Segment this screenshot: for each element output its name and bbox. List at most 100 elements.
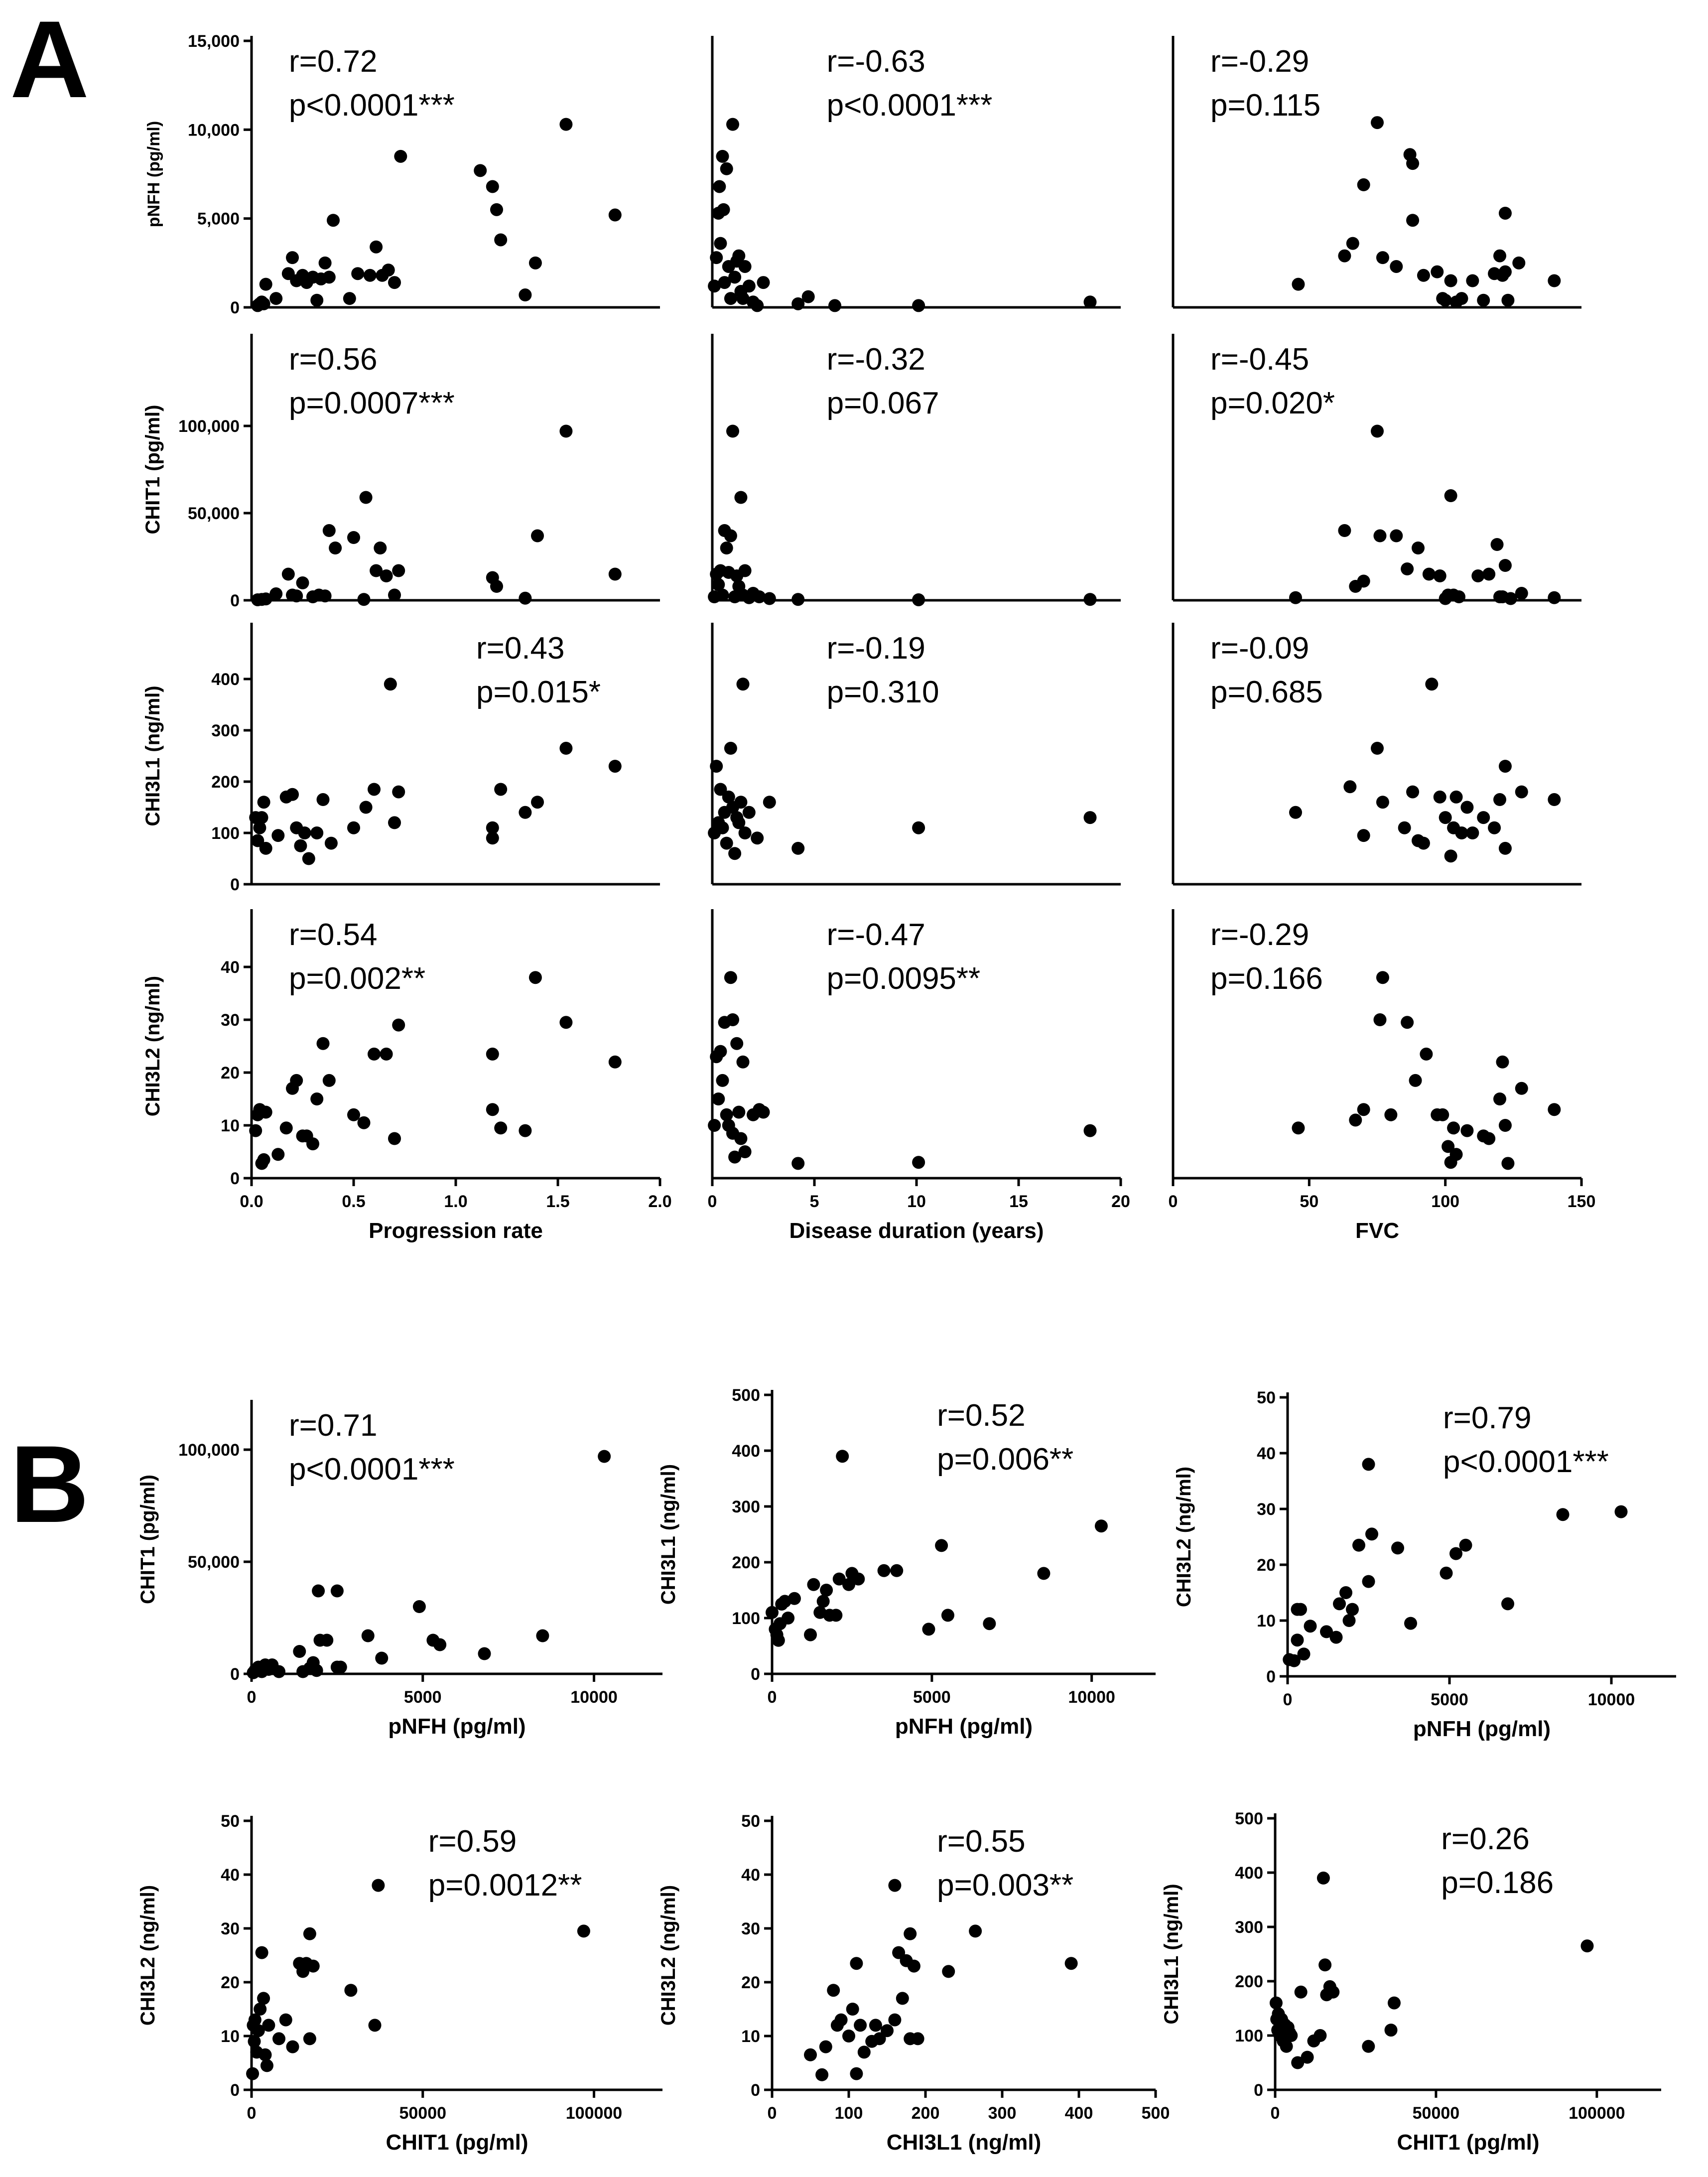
chart-a-r3c2-point — [742, 806, 756, 819]
chart-a-r4c1-xtick-label: 1.0 — [444, 1192, 467, 1211]
chart-a-r4c3-point — [1349, 1113, 1362, 1127]
chart-a-r2c2-point — [734, 491, 748, 504]
chart-a-r4c1-point — [608, 1055, 622, 1069]
chart-a-r4c2-point — [730, 1037, 744, 1050]
chart-b-r1c1-point — [412, 1600, 426, 1613]
chart-a-r1c3-point — [1338, 249, 1351, 263]
chart-a-r3c2-point — [714, 783, 727, 796]
chart-a-r3c1-point — [392, 785, 405, 799]
chart-a-r3c1-point — [388, 816, 401, 829]
chart-a-r4c1-annotation-line: p=0.002** — [289, 961, 425, 996]
chart-a-r4c1-xlabel: Progression rate — [369, 1219, 543, 1243]
chart-b-r2c2-ytick-label: 10 — [741, 2027, 760, 2046]
chart-a-r1c3-point — [1390, 260, 1403, 273]
chart-b-r2c3-point — [1326, 1985, 1340, 1999]
chart-a-r2c1-point — [357, 593, 371, 606]
chart-a-r1c2-point — [728, 271, 742, 284]
chart-a-r3c3-point — [1357, 829, 1370, 842]
chart-a-r2c1-point — [531, 529, 544, 543]
chart-a-r4c2-point — [912, 1156, 925, 1169]
chart-a-r4c1-ylabel: CHI3L2 (ng/ml) — [142, 976, 164, 1116]
chart-b-r1c3-point — [1352, 1538, 1365, 1552]
chart-b-r1c2-ytick-label: 400 — [732, 1442, 760, 1461]
chart-a-r3c3-point — [1477, 811, 1490, 824]
chart-b-r1c1-point — [293, 1645, 306, 1658]
chart-b-r2c1-point — [255, 1946, 268, 1959]
chart-b-r1c3-point — [1501, 1597, 1514, 1611]
chart-a-r3c1-point — [302, 852, 315, 865]
chart-a-r2c1-point — [608, 567, 622, 581]
chart-a-r1c2-point — [717, 203, 730, 216]
chart-b-r2c1-point — [286, 2040, 299, 2053]
chart-b-r2c1-point — [272, 2032, 285, 2045]
chart-b-r1c3-point — [1333, 1597, 1346, 1611]
chart-a-r2c3-point — [1289, 591, 1302, 604]
chart-b-r1c1-xlabel: pNFH (pg/ml) — [388, 1714, 526, 1739]
chart-b-r2c2-ylabel: CHI3L2 (ng/ml) — [657, 1885, 679, 2026]
chart-b-r2c2-point — [869, 2019, 882, 2032]
chart-b-r2c2-point — [896, 1992, 909, 2005]
chart-b-r2c1-point — [577, 1924, 590, 1938]
chart-a-r2c1-point — [388, 588, 401, 602]
chart-a-r2c2-point — [720, 542, 733, 554]
chart-a-r3c1-ylabel: CHI3L1 (ng/ml) — [142, 685, 164, 826]
chart-a-r1c3-annotation-line: p=0.115 — [1210, 88, 1320, 123]
chart-b-r1c2-ytick-label: 500 — [732, 1386, 760, 1405]
chart-a-r4c1-ytick-label: 30 — [221, 1011, 240, 1030]
chart-a-r2c3-point — [1548, 591, 1561, 604]
chart-a-r1c1-point — [286, 251, 299, 265]
chart-a-r4c1-point — [528, 971, 542, 984]
chart-a-r4c2-point — [732, 1105, 746, 1119]
chart-b-r1c3-point — [1556, 1508, 1570, 1521]
chart-a-r4c3-point — [1548, 1103, 1561, 1116]
chart-a-r1c3-point — [1406, 157, 1420, 170]
chart-b-r1c1-point — [320, 1633, 334, 1647]
chart-a-r1c2-point — [724, 292, 737, 305]
chart-a-r1c3-point — [1466, 274, 1479, 287]
chart-a-r2c1-annotation-line: r=0.56 — [289, 342, 378, 377]
chart-a-r4c2-xtick-label: 5 — [810, 1192, 819, 1211]
chart-b-r2c2-point — [942, 1965, 955, 1978]
chart-b-r1c3-ytick-label: 10 — [1257, 1612, 1276, 1631]
chart-b-r2c2-point — [873, 2032, 886, 2045]
chart-a-r1c2-point — [736, 292, 750, 305]
chart-b-r2c3-point — [1318, 1958, 1332, 1972]
chart-b-r1c2-point — [832, 1572, 846, 1586]
chart-b-r1c3-point — [1346, 1603, 1359, 1616]
chart-b-r2c2-point — [888, 2013, 902, 2027]
chart-a-r3c3-point — [1460, 801, 1474, 814]
chart-a-r1c3-point — [1406, 214, 1420, 227]
chart-b-r1c3-ylabel: CHI3L2 (ng/ml) — [1173, 1467, 1195, 1607]
chart-b-r1c1-point — [375, 1651, 389, 1665]
chart-b-r2c3-point — [1294, 1985, 1308, 1999]
chart-b-r1c3-annotation-line: p<0.0001*** — [1443, 1445, 1609, 1479]
chart-a-r3c2-annotation-line: r=-0.19 — [827, 631, 925, 666]
chart-b-r1c3-point — [1297, 1647, 1311, 1661]
chart-a-r4c1-point — [249, 1124, 263, 1137]
chart-b-r1c2-ytick-label: 100 — [732, 1609, 760, 1628]
chart-a-r2c2-point — [716, 588, 729, 602]
chart-a-r1c1-point — [318, 256, 332, 270]
chart-a-r4c1-point — [271, 1148, 285, 1161]
chart-b-r2c3-point — [1285, 2029, 1298, 2042]
chart-a-r3c2-point — [751, 831, 764, 845]
chart-a-r1c2-point — [791, 297, 805, 310]
chart-b-r2c2-point — [892, 1946, 906, 1959]
chart-b-r1c1-annotation-line: p<0.0001*** — [289, 1452, 455, 1487]
chart-a-r2c3-point — [1373, 529, 1387, 543]
chart-b-r1c1-point — [361, 1629, 375, 1642]
chart-a-r3c1-point — [286, 788, 299, 801]
chart-b-r2c2-point — [854, 2019, 867, 2032]
chart-a-r4c2-point — [791, 1157, 805, 1170]
chart-a-r2c2-point — [726, 424, 739, 438]
chart-b-r1c3-point — [1304, 1620, 1317, 1633]
chart-b-r2c2-point — [827, 1984, 840, 1997]
chart-b-r2c3-point — [1301, 2050, 1314, 2064]
chart-a-r1c1-ytick-label: 15,000 — [188, 32, 240, 51]
chart-a-r3c1-annotation-line: r=0.43 — [476, 631, 565, 666]
chart-b-r1c3-point — [1365, 1527, 1378, 1541]
chart-a-r3c1-ytick-label: 0 — [230, 875, 240, 894]
chart-a-r3c1-point — [298, 826, 311, 839]
chart-a-r1c3-point — [1371, 116, 1384, 130]
chart-a-r2c3-point — [1498, 559, 1512, 572]
